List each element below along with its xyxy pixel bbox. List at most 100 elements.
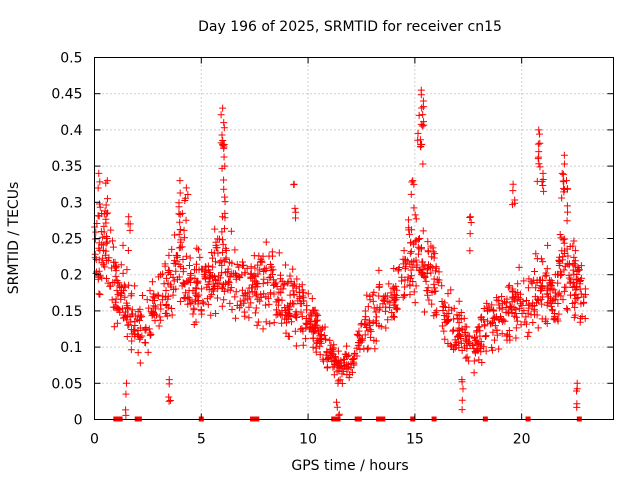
data-point [257, 293, 265, 301]
data-point [410, 204, 418, 212]
data-point [517, 321, 525, 329]
data-point [156, 313, 164, 321]
data-point [534, 324, 542, 332]
data-point [214, 294, 222, 302]
data-point [525, 275, 533, 283]
data-point [176, 210, 184, 218]
data-point [539, 258, 547, 266]
data-point [457, 334, 465, 342]
data-point [547, 277, 555, 285]
data-point [316, 351, 324, 359]
data-point [531, 293, 539, 301]
data-point [517, 290, 525, 298]
data-point [162, 293, 170, 301]
data-point [254, 280, 262, 288]
data-point [560, 266, 568, 274]
data-point [292, 342, 300, 350]
data-point [308, 295, 316, 303]
data-point [582, 291, 590, 299]
data-point [292, 214, 300, 222]
data-point [429, 244, 437, 252]
data-point [471, 348, 479, 356]
data-point [563, 185, 571, 193]
data-point [418, 104, 426, 112]
data-point [554, 317, 562, 325]
data-point [415, 266, 423, 274]
data-point [556, 271, 564, 279]
data-point [458, 396, 466, 404]
data-point [241, 296, 249, 304]
data-point [103, 256, 111, 264]
data-point [560, 249, 568, 257]
data-point [279, 285, 287, 293]
y-tick-label: 0.5 [60, 51, 82, 67]
data-point [102, 201, 110, 209]
data-point [282, 261, 290, 269]
data-point [466, 247, 474, 255]
data-point [245, 303, 253, 311]
data-point [136, 359, 144, 367]
data-point [389, 283, 397, 291]
data-point [175, 210, 183, 218]
data-point [174, 252, 182, 260]
data-point [409, 177, 417, 185]
data-point [222, 268, 230, 276]
data-point [217, 257, 225, 265]
data-point [508, 201, 516, 209]
data-point [329, 345, 337, 353]
y-tick-label: 0.2 [60, 268, 82, 284]
data-point [293, 313, 301, 321]
data-point [425, 296, 433, 304]
data-point [529, 299, 537, 307]
data-point [491, 336, 499, 344]
data-point [171, 231, 179, 239]
data-point [322, 335, 330, 343]
data-point [218, 131, 226, 139]
data-point [264, 279, 272, 287]
data-point [176, 218, 184, 226]
data-point [310, 327, 318, 335]
data-point [208, 286, 216, 294]
data-point [206, 268, 214, 276]
data-point [503, 295, 511, 303]
data-point [218, 302, 226, 310]
data-point [386, 299, 394, 307]
data-point [145, 304, 153, 312]
data-point [370, 336, 378, 344]
data-point [407, 239, 415, 247]
data-point [95, 200, 103, 208]
data-point [421, 273, 429, 281]
data-point [163, 274, 171, 282]
y-tick-label: 0.15 [51, 304, 82, 320]
data-point [474, 323, 482, 331]
data-point [560, 287, 568, 295]
data-point [506, 302, 514, 310]
data-point [247, 263, 255, 271]
data-point [472, 337, 480, 345]
data-point [309, 334, 317, 342]
data-point [165, 251, 173, 259]
data-point [250, 252, 258, 260]
data-point [126, 226, 134, 234]
data-point [401, 265, 409, 273]
data-point [180, 234, 188, 242]
data-point [536, 163, 544, 171]
data-point [522, 297, 530, 305]
data-point [220, 153, 228, 161]
data-point [208, 254, 216, 262]
data-point [219, 240, 227, 248]
data-point [117, 261, 125, 269]
data-point [172, 285, 180, 293]
data-point [127, 346, 135, 354]
data-point [281, 303, 289, 311]
data-point [198, 285, 206, 293]
data-point [496, 313, 504, 321]
data-point [432, 264, 440, 272]
data-point [370, 304, 378, 312]
data-point [304, 290, 312, 298]
data-point [326, 336, 334, 344]
data-point [135, 332, 143, 340]
data-point [189, 287, 197, 295]
data-point [123, 299, 131, 307]
data-point [275, 309, 283, 317]
